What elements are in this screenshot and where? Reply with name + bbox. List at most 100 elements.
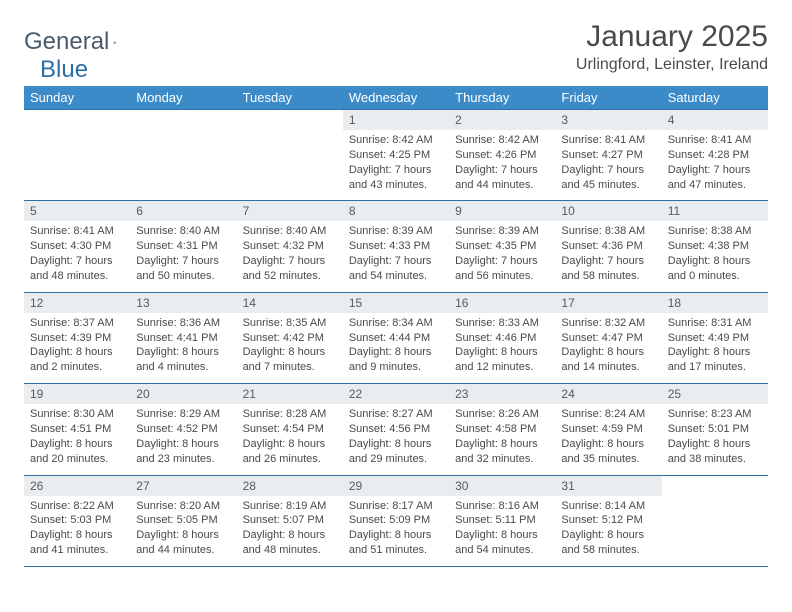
sunset-text: Sunset: 5:05 PM (136, 513, 230, 528)
day-number-cell: 30 (449, 475, 555, 496)
sunset-text: Sunset: 4:49 PM (668, 331, 762, 346)
day-detail-row: Sunrise: 8:22 AMSunset: 5:03 PM Daylight:… (24, 496, 768, 567)
day-number-cell: 4 (662, 110, 768, 131)
day-detail-cell: Sunrise: 8:42 AMSunset: 4:26 PMDaylight:… (449, 130, 555, 201)
sunset-text: Sunset: 4:32 PM (243, 239, 337, 254)
daylight-text: Daylight: 7 hours and 44 minutes. (455, 163, 549, 193)
day-number-cell: 31 (555, 475, 661, 496)
sunset-text: Sunset: 5:01 PM (668, 422, 762, 437)
day-header: Wednesday (343, 86, 449, 110)
daylight-text: Daylight: 8 hours and 2 minutes. (30, 345, 124, 375)
day-detail-row: Sunrise: 8:37 AMSunset: 4:39 PMDaylight:… (24, 313, 768, 384)
day-detail-cell: Sunrise: 8:40 AMSunset: 4:31 PMDaylight:… (130, 221, 236, 292)
day-number-cell: 7 (237, 201, 343, 222)
sunset-text: Sunset: 4:38 PM (668, 239, 762, 254)
daylight-text: Daylight: 8 hours and 32 minutes. (455, 437, 549, 467)
sunset-text: Sunset: 4:31 PM (136, 239, 230, 254)
sunrise-text: Sunrise: 8:36 AM (136, 316, 230, 331)
day-number-cell: 8 (343, 201, 449, 222)
day-detail-row: Sunrise: 8:41 AMSunset: 4:30 PMDaylight:… (24, 221, 768, 292)
day-detail-cell: Sunrise: 8:34 AMSunset: 4:44 PMDaylight:… (343, 313, 449, 384)
day-detail-cell: Sunrise: 8:36 AMSunset: 4:41 PMDaylight:… (130, 313, 236, 384)
sunset-text: Sunset: 4:35 PM (455, 239, 549, 254)
daylight-text: Daylight: 7 hours and 47 minutes. (668, 163, 762, 193)
day-detail-cell: Sunrise: 8:31 AMSunset: 4:49 PMDaylight:… (662, 313, 768, 384)
day-detail-cell: Sunrise: 8:42 AMSunset: 4:25 PMDaylight:… (343, 130, 449, 201)
sunset-text: Sunset: 4:41 PM (136, 331, 230, 346)
day-number-cell: 29 (343, 475, 449, 496)
daylight-text: Daylight: 7 hours and 54 minutes. (349, 254, 443, 284)
sunrise-text: Sunrise: 8:22 AM (30, 499, 124, 514)
sunset-text: Sunset: 5:03 PM (30, 513, 124, 528)
daylight-text: Daylight: 8 hours and 4 minutes. (136, 345, 230, 375)
logo-sail-icon (113, 32, 117, 52)
sunrise-text: Sunrise: 8:19 AM (243, 499, 337, 514)
day-number-cell: 15 (343, 292, 449, 313)
day-number-cell: 11 (662, 201, 768, 222)
sunset-text: Sunset: 4:47 PM (561, 331, 655, 346)
day-detail-cell: Sunrise: 8:23 AMSunset: 5:01 PMDaylight:… (662, 404, 768, 475)
sunset-text: Sunset: 4:56 PM (349, 422, 443, 437)
sunrise-text: Sunrise: 8:31 AM (668, 316, 762, 331)
sunrise-text: Sunrise: 8:42 AM (349, 133, 443, 148)
location: Urlingford, Leinster, Ireland (576, 56, 768, 74)
daylight-text: Daylight: 8 hours and 14 minutes. (561, 345, 655, 375)
sunset-text: Sunset: 4:59 PM (561, 422, 655, 437)
day-number-cell: 24 (555, 384, 661, 405)
sunrise-text: Sunrise: 8:39 AM (455, 224, 549, 239)
sunrise-text: Sunrise: 8:40 AM (136, 224, 230, 239)
sunrise-text: Sunrise: 8:34 AM (349, 316, 443, 331)
day-detail-row: Sunrise: 8:30 AMSunset: 4:51 PMDaylight:… (24, 404, 768, 475)
daylight-text: Daylight: 8 hours and 7 minutes. (243, 345, 337, 375)
logo-word-2: Blue (40, 56, 88, 84)
daylight-text: Daylight: 8 hours and 44 minutes. (136, 528, 230, 558)
day-number-cell: 14 (237, 292, 343, 313)
day-detail-cell: Sunrise: 8:32 AMSunset: 4:47 PMDaylight:… (555, 313, 661, 384)
sunset-text: Sunset: 4:39 PM (30, 331, 124, 346)
day-number-cell: 13 (130, 292, 236, 313)
day-detail-cell: Sunrise: 8:39 AMSunset: 4:35 PMDaylight:… (449, 221, 555, 292)
day-number-cell: 16 (449, 292, 555, 313)
day-detail-cell: Sunrise: 8:33 AMSunset: 4:46 PMDaylight:… (449, 313, 555, 384)
day-detail-cell: Sunrise: 8:17 AMSunset: 5:09 PMDaylight:… (343, 496, 449, 567)
daylight-text: Daylight: 8 hours and 35 minutes. (561, 437, 655, 467)
daylight-text: Daylight: 8 hours and 26 minutes. (243, 437, 337, 467)
sunrise-text: Sunrise: 8:24 AM (561, 407, 655, 422)
day-number-cell: 26 (24, 475, 130, 496)
day-detail-cell: Sunrise: 8:39 AMSunset: 4:33 PMDaylight:… (343, 221, 449, 292)
sunrise-text: Sunrise: 8:28 AM (243, 407, 337, 422)
sunrise-text: Sunrise: 8:41 AM (668, 133, 762, 148)
sunrise-text: Sunrise: 8:41 AM (561, 133, 655, 148)
day-number-cell: 21 (237, 384, 343, 405)
sunrise-text: Sunrise: 8:33 AM (455, 316, 549, 331)
day-detail-cell: Sunrise: 8:30 AMSunset: 4:51 PMDaylight:… (24, 404, 130, 475)
sunset-text: Sunset: 4:42 PM (243, 331, 337, 346)
sunset-text: Sunset: 4:28 PM (668, 148, 762, 163)
sunrise-text: Sunrise: 8:42 AM (455, 133, 549, 148)
day-number-cell: 5 (24, 201, 130, 222)
sunset-text: Sunset: 4:30 PM (30, 239, 124, 254)
day-detail-cell: Sunrise: 8:22 AMSunset: 5:03 PMDaylight:… (24, 496, 130, 567)
sunset-text: Sunset: 4:58 PM (455, 422, 549, 437)
day-number-row: 12131415161718 (24, 292, 768, 313)
day-detail-cell (662, 496, 768, 567)
day-detail-cell (130, 130, 236, 201)
day-detail-cell: Sunrise: 8:24 AMSunset: 4:59 PMDaylight:… (555, 404, 661, 475)
logo-word-2-wrap: Blue (40, 48, 88, 84)
day-header-row: Sunday Monday Tuesday Wednesday Thursday… (24, 86, 768, 110)
day-number-cell: 20 (130, 384, 236, 405)
day-number-cell (24, 110, 130, 131)
daylight-text: Daylight: 7 hours and 58 minutes. (561, 254, 655, 284)
daylight-text: Daylight: 7 hours and 48 minutes. (30, 254, 124, 284)
day-number-cell: 2 (449, 110, 555, 131)
sunrise-text: Sunrise: 8:23 AM (668, 407, 762, 422)
day-header: Tuesday (237, 86, 343, 110)
day-detail-cell (237, 130, 343, 201)
day-header: Friday (555, 86, 661, 110)
day-detail-row: Sunrise: 8:42 AMSunset: 4:25 PMDaylight:… (24, 130, 768, 201)
sunset-text: Sunset: 4:54 PM (243, 422, 337, 437)
sunrise-text: Sunrise: 8:26 AM (455, 407, 549, 422)
sunset-text: Sunset: 5:11 PM (455, 513, 549, 528)
daylight-text: Daylight: 7 hours and 56 minutes. (455, 254, 549, 284)
day-detail-cell: Sunrise: 8:41 AMSunset: 4:28 PMDaylight:… (662, 130, 768, 201)
